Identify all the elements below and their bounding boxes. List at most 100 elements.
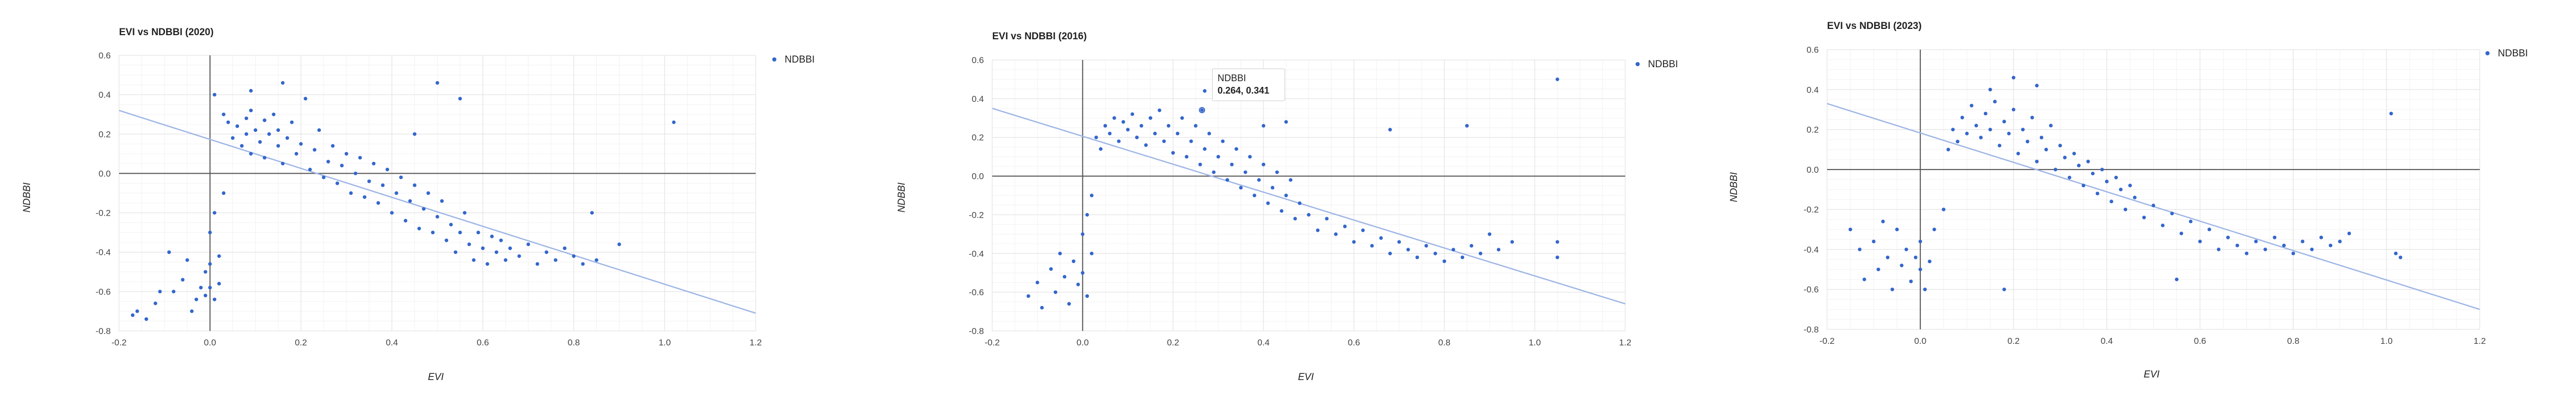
data-point[interactable] bbox=[1900, 263, 1904, 267]
data-point[interactable] bbox=[2301, 239, 2305, 244]
data-point[interactable] bbox=[2109, 200, 2113, 204]
data-point[interactable] bbox=[1094, 135, 1098, 140]
data-point[interactable] bbox=[167, 250, 171, 254]
data-point[interactable] bbox=[1279, 209, 1284, 213]
data-point[interactable] bbox=[240, 144, 244, 148]
data-point[interactable] bbox=[1555, 255, 1559, 260]
data-point[interactable] bbox=[153, 301, 157, 306]
data-point[interactable] bbox=[463, 211, 467, 215]
data-point[interactable] bbox=[435, 81, 439, 85]
data-point[interactable] bbox=[1225, 178, 1229, 182]
data-point[interactable] bbox=[208, 231, 212, 235]
data-point[interactable] bbox=[2086, 159, 2090, 163]
data-point[interactable] bbox=[2067, 175, 2071, 179]
data-point[interactable] bbox=[1909, 279, 1913, 283]
data-point[interactable] bbox=[1248, 155, 1252, 159]
data-point[interactable] bbox=[526, 242, 531, 246]
data-point[interactable] bbox=[553, 258, 557, 262]
data-point[interactable] bbox=[262, 118, 267, 123]
data-point[interactable] bbox=[517, 254, 521, 258]
data-point[interactable] bbox=[313, 148, 317, 152]
data-point[interactable] bbox=[481, 246, 485, 250]
data-point[interactable] bbox=[1397, 240, 1401, 244]
data-point[interactable] bbox=[1946, 147, 1950, 151]
data-point[interactable] bbox=[2226, 235, 2230, 239]
data-point[interactable] bbox=[1965, 131, 1969, 135]
data-point[interactable] bbox=[1266, 201, 1270, 205]
data-point[interactable] bbox=[2035, 84, 2039, 88]
data-point[interactable] bbox=[595, 258, 598, 262]
data-point[interactable] bbox=[2025, 140, 2029, 144]
data-point[interactable] bbox=[1026, 294, 1031, 298]
data-point[interactable] bbox=[2347, 232, 2351, 236]
data-point[interactable] bbox=[2189, 219, 2193, 223]
data-point[interactable] bbox=[2114, 175, 2118, 179]
data-point[interactable] bbox=[581, 262, 585, 266]
data-point[interactable] bbox=[2161, 223, 2165, 228]
data-point[interactable] bbox=[1189, 139, 1193, 143]
data-point[interactable] bbox=[144, 317, 149, 321]
data-point[interactable] bbox=[1103, 124, 1107, 128]
data-point[interactable] bbox=[467, 242, 471, 246]
data-point[interactable] bbox=[308, 168, 312, 172]
data-point[interactable] bbox=[1388, 128, 1392, 132]
data-point[interactable] bbox=[572, 254, 576, 258]
data-point[interactable] bbox=[1126, 128, 1130, 132]
data-point[interactable] bbox=[290, 120, 294, 124]
data-point[interactable] bbox=[504, 258, 508, 262]
data-point[interactable] bbox=[1927, 260, 1932, 264]
data-point[interactable] bbox=[244, 132, 248, 136]
data-point[interactable] bbox=[285, 136, 289, 140]
data-point[interactable] bbox=[1035, 280, 1039, 284]
data-point[interactable] bbox=[1895, 228, 1899, 232]
data-point[interactable] bbox=[2217, 247, 2221, 251]
data-point[interactable] bbox=[2152, 203, 2155, 207]
data-point[interactable] bbox=[2016, 151, 2020, 156]
data-point[interactable] bbox=[617, 242, 621, 246]
data-point[interactable] bbox=[1253, 193, 1257, 198]
data-point[interactable] bbox=[295, 151, 299, 156]
data-point[interactable] bbox=[317, 128, 321, 132]
data-point[interactable] bbox=[1918, 239, 1922, 244]
data-point[interactable] bbox=[321, 175, 326, 179]
data-point[interactable] bbox=[2007, 131, 2011, 135]
data-point[interactable] bbox=[1997, 143, 2001, 147]
data-point[interactable] bbox=[326, 160, 330, 164]
data-point[interactable] bbox=[1974, 124, 1978, 128]
data-point[interactable] bbox=[1370, 244, 1374, 248]
data-point[interactable] bbox=[458, 97, 462, 101]
data-point[interactable] bbox=[1212, 170, 1216, 174]
data-point[interactable] bbox=[2310, 247, 2314, 251]
data-point[interactable] bbox=[2291, 251, 2295, 255]
data-point[interactable] bbox=[1203, 89, 1207, 93]
data-point[interactable] bbox=[2394, 251, 2398, 255]
data-point[interactable] bbox=[2118, 188, 2123, 191]
data-point[interactable] bbox=[417, 226, 421, 231]
data-point[interactable] bbox=[2021, 128, 2025, 132]
data-point[interactable] bbox=[2044, 147, 2048, 151]
data-point[interactable] bbox=[413, 183, 417, 187]
data-point[interactable] bbox=[1076, 282, 1080, 286]
data-point[interactable] bbox=[2273, 235, 2277, 239]
data-point[interactable] bbox=[222, 191, 226, 195]
data-point[interactable] bbox=[2245, 251, 2249, 255]
data-point[interactable] bbox=[1130, 112, 1135, 116]
data-point[interactable] bbox=[476, 231, 480, 235]
data-point[interactable] bbox=[376, 201, 380, 205]
data-point[interactable] bbox=[130, 313, 135, 317]
data-point[interactable] bbox=[1298, 201, 1302, 205]
data-point[interactable] bbox=[1307, 213, 1311, 217]
data-point[interactable] bbox=[367, 179, 371, 184]
data-point[interactable] bbox=[1284, 120, 1288, 124]
data-point[interactable] bbox=[508, 246, 512, 250]
data-point[interactable] bbox=[1862, 277, 1866, 281]
data-point[interactable] bbox=[276, 128, 280, 132]
data-point[interactable] bbox=[1890, 287, 1894, 292]
data-point[interactable] bbox=[362, 195, 366, 199]
data-point[interactable] bbox=[335, 181, 340, 185]
data-point[interactable] bbox=[1886, 255, 1890, 260]
data-point[interactable] bbox=[2338, 239, 2342, 244]
data-point[interactable] bbox=[262, 156, 267, 160]
data-point[interactable] bbox=[1918, 267, 1922, 271]
data-point[interactable] bbox=[381, 183, 385, 187]
